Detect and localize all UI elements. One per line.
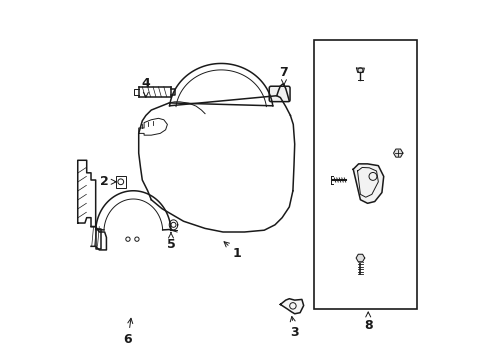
Text: 2: 2 <box>100 175 116 188</box>
Polygon shape <box>352 164 383 203</box>
Polygon shape <box>356 68 364 72</box>
Text: 4: 4 <box>141 77 150 97</box>
Bar <box>116 176 125 188</box>
Bar <box>314 40 416 309</box>
Text: 5: 5 <box>166 233 175 251</box>
Text: 1: 1 <box>224 242 241 260</box>
FancyBboxPatch shape <box>269 86 289 102</box>
Polygon shape <box>393 149 402 157</box>
Text: 3: 3 <box>290 316 298 339</box>
Text: 6: 6 <box>123 318 132 346</box>
Polygon shape <box>355 254 364 262</box>
Text: 7: 7 <box>279 66 288 85</box>
Polygon shape <box>280 299 303 314</box>
Text: 8: 8 <box>363 312 372 332</box>
